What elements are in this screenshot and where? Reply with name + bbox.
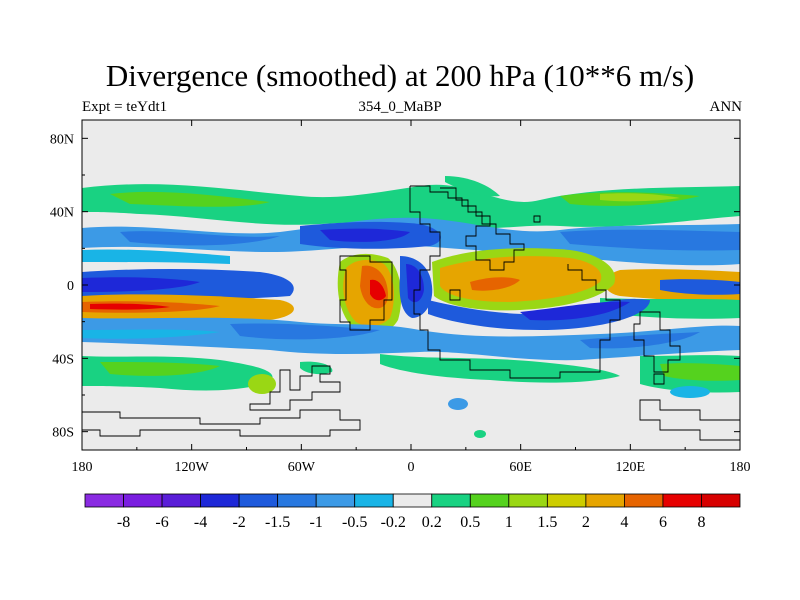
colorbar-swatch (392, 493, 433, 508)
x-tick-label: 0 (408, 460, 415, 475)
x-tick-label: 60W (288, 460, 316, 475)
colorbar-swatch (508, 493, 548, 508)
colorbar-label: 2 (582, 514, 590, 531)
season-label: ANN (709, 99, 743, 115)
x-tick-label: 180 (730, 460, 751, 475)
colorbar-label: -1.5 (265, 514, 290, 531)
colorbar-swatch (585, 493, 625, 508)
nh-positive-band (82, 176, 740, 229)
colorbar-swatch (354, 493, 394, 508)
colorbar-label: 8 (697, 514, 705, 531)
x-tick-label: 180 (72, 460, 93, 475)
y-tick-label: 80S (52, 426, 74, 441)
colorbar-label: 4 (620, 514, 628, 531)
colorbar-swatch (469, 493, 510, 508)
x-tick-label: 60E (509, 460, 532, 475)
colorbar-label: 1.5 (537, 514, 557, 531)
colorbar-swatch (315, 493, 356, 508)
africa-max (337, 253, 433, 335)
indian-max (428, 248, 650, 330)
colorbar-swatch (624, 493, 664, 508)
colorbar-swatch (431, 493, 471, 508)
experiment-label: Expt = teYdt1 (82, 99, 168, 115)
colorbar-swatch (161, 493, 201, 508)
sh-positive-band (82, 354, 740, 393)
colorbar-swatch (123, 493, 163, 508)
y-axis: 80N 40N 0 40S 80S (50, 132, 740, 441)
colorbar-label: -6 (155, 514, 168, 531)
colorbar-swatch (277, 493, 317, 508)
colorbar-label: 0.2 (422, 514, 442, 531)
y-tick-label: 40S (52, 352, 74, 367)
colorbar-label: 0.5 (460, 514, 480, 531)
colorbar-label: -1 (310, 514, 323, 531)
contour-fields (82, 176, 740, 441)
x-tick-label: 120W (175, 460, 210, 475)
chart-title: Divergence (smoothed) at 200 hPa (10**6 … (105, 58, 695, 93)
colorbar-label: -0.5 (342, 514, 367, 531)
colorbar-swatch (546, 493, 587, 508)
colorbar-swatch (662, 493, 702, 508)
x-axis: 180 120W 60W 0 60E 120E 180 (72, 120, 751, 475)
tropical-bands (82, 269, 740, 324)
colorbar-swatch (701, 493, 741, 508)
coastlines (82, 185, 740, 441)
colorbar-swatch (238, 493, 279, 508)
colorbar-label: 1 (505, 514, 513, 531)
colorbar-label: 6 (659, 514, 667, 531)
colorbar-label: -2 (232, 514, 245, 531)
colorbar-label: -8 (117, 514, 130, 531)
colorbar-swatch (200, 493, 240, 508)
colorbar-label: -4 (194, 514, 207, 531)
y-tick-label: 0 (67, 279, 74, 294)
y-tick-label: 40N (50, 206, 74, 221)
colorbar-swatch (84, 493, 124, 508)
time-label: 354_0_MaBP (358, 99, 442, 115)
isolated-blobs (248, 374, 710, 438)
colorbar-label: -0.2 (381, 514, 406, 531)
x-tick-label: 120E (616, 460, 646, 475)
y-tick-label: 80N (50, 132, 74, 147)
colorbar: -8 -6 -4 -2 -1.5 -1 -0.5 -0.2 0.2 0.5 1 1.5 2 4 6 8 (84, 493, 741, 531)
